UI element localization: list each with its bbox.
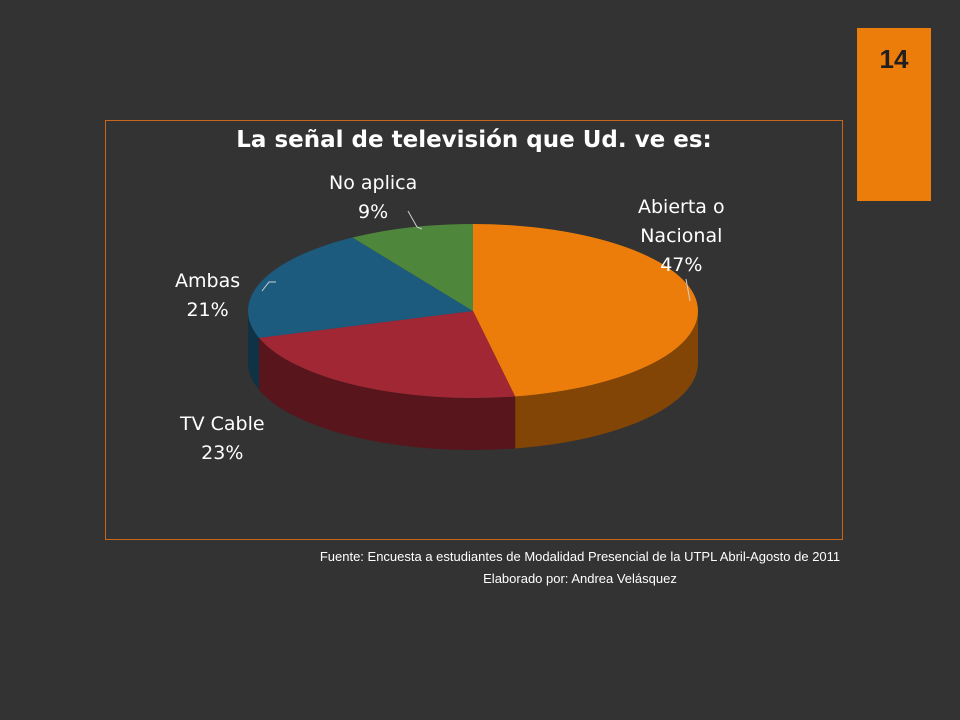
pie-slice-2 [248, 237, 473, 338]
leader-line-2 [261, 281, 276, 292]
slice-value-abierta: 47% [660, 254, 703, 276]
leader-line-0 [685, 278, 691, 302]
source-note: Fuente: Encuesta a estudiantes de Modali… [319, 549, 841, 564]
pie-side-1-0 [259, 337, 516, 450]
slice-value-no-aplica: 9% [358, 201, 389, 223]
slice-label-tv-cable: TV Cable 23% [180, 410, 265, 468]
slice-value-tv-cable: 23% [201, 442, 244, 464]
chart-frame: La señal de televisión que Ud. ve es: Ab… [105, 120, 843, 540]
pie-slice-1 [259, 311, 516, 398]
slice-label-abierta: Abierta o Nacional 47% [638, 193, 725, 280]
pie-slice-3 [352, 224, 473, 311]
slice-name-ambas: Ambas [175, 270, 241, 292]
page-number-badge: 14 [857, 28, 931, 201]
chart-title: La señal de televisión que Ud. ve es: [236, 127, 712, 153]
author-note: Elaborado por: Andrea Velásquez [483, 571, 677, 586]
pie-side-0-0 [515, 311, 698, 449]
slice-name-abierta-line1: Abierta o [638, 196, 725, 218]
slice-label-ambas: Ambas 21% [175, 267, 240, 325]
slice-value-ambas: 21% [186, 299, 229, 321]
leader-line-1 [407, 210, 423, 230]
pie-slice-0 [473, 224, 698, 397]
pie-side-2-0 [248, 311, 260, 390]
page-number: 14 [879, 44, 909, 74]
slice-label-no-aplica: No aplica 9% [329, 169, 417, 227]
pie-chart [248, 210, 698, 450]
slice-name-no-aplica: No aplica [329, 172, 418, 194]
slice-name-abierta-line2: Nacional [640, 225, 723, 247]
slice-name-tv-cable: TV Cable [180, 413, 265, 435]
